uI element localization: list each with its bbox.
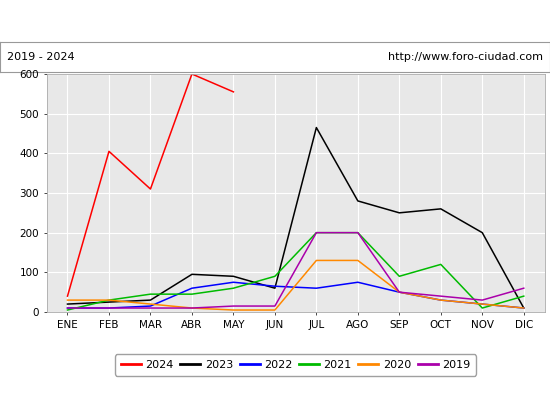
Text: http://www.foro-ciudad.com: http://www.foro-ciudad.com	[388, 52, 543, 62]
Text: Evolucion Nº Turistas Nacionales en el municipio de Fuentelmonge: Evolucion Nº Turistas Nacionales en el m…	[53, 14, 497, 28]
Legend: 2024, 2023, 2022, 2021, 2020, 2019: 2024, 2023, 2022, 2021, 2020, 2019	[115, 354, 476, 376]
Text: 2019 - 2024: 2019 - 2024	[7, 52, 74, 62]
